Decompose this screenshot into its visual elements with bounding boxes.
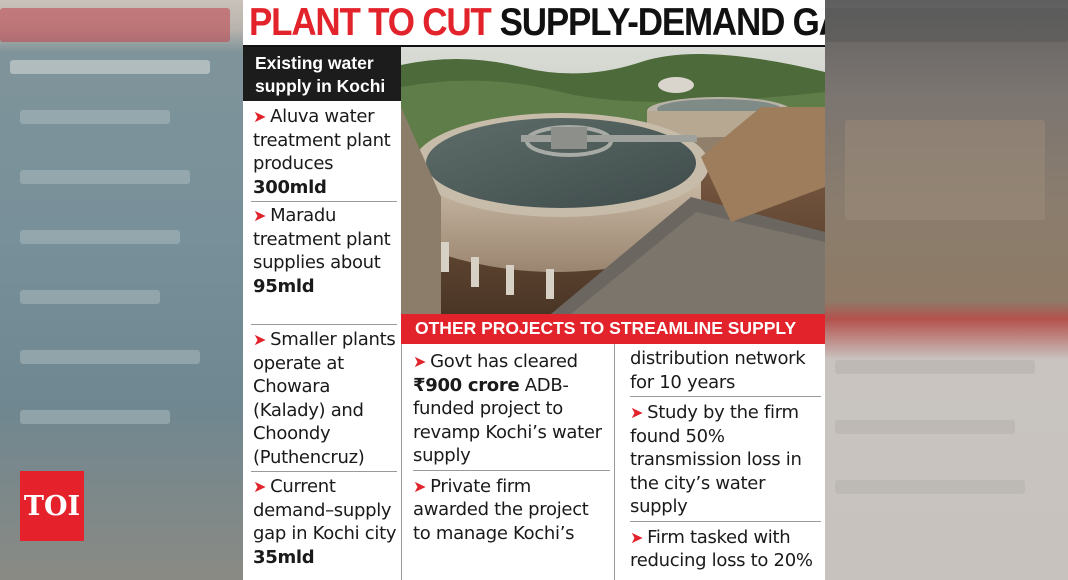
blurred-background-right	[825, 0, 1068, 580]
existing-supply-panel: Existing water supply in Kochi ➤ Aluva wa…	[243, 47, 401, 580]
treatment-plant-illustration	[401, 47, 825, 314]
headline: PLANT TO CUT SUPPLY-DEMAND GAP	[243, 0, 825, 46]
infographic: PLANT TO CUT SUPPLY-DEMAND GAP Existing …	[243, 0, 825, 580]
supply-bullet-gap: ➤ Current demand–supply gap in Kochi city…	[253, 476, 397, 568]
project-item-loss-target: ➤ Firm tasked with reducing loss to 20%	[630, 526, 813, 572]
arrow-icon: ➤	[630, 403, 644, 422]
project-item-continuation: distribution network for 10 years	[630, 348, 806, 393]
projects-column-2: distribution network for 10 years ➤ Study…	[616, 344, 825, 580]
divider	[630, 520, 821, 522]
divider	[251, 324, 397, 325]
headline-rule	[243, 45, 825, 47]
arrow-icon: ➤	[253, 477, 267, 496]
headline-part-black: SUPPLY-DEMAND GAP	[499, 1, 825, 44]
project-item-private-firm: ➤ Private firm awarded the project to man…	[413, 475, 589, 544]
supply-bullet-maradu: ➤ Maradu treatment plant supplies about 9…	[253, 205, 391, 297]
projects-column-1: ➤ Govt has cleared ₹900 crore ADB-funded …	[401, 344, 615, 580]
existing-supply-title: Existing water supply in Kochi	[243, 47, 401, 101]
treatment-plant-photo	[401, 47, 825, 314]
project-item-study: ➤ Study by the firm found 50% transmissio…	[630, 402, 802, 517]
supply-bullet-aluva: ➤ Aluva water treatment plant produces 30…	[253, 106, 391, 198]
column-rule	[401, 344, 402, 580]
divider	[251, 471, 397, 472]
arrow-icon: ➤	[253, 107, 267, 126]
arrow-icon: ➤	[413, 476, 427, 496]
arrow-icon: ➤	[413, 352, 427, 371]
headline-part-red: PLANT TO CUT	[249, 1, 492, 44]
toi-logo[interactable]: TOI	[20, 471, 84, 541]
arrow-icon: ➤	[630, 527, 644, 547]
other-projects-title: OTHER PROJECTS TO STREAMLINE SUPPLY	[401, 314, 825, 344]
divider	[413, 469, 610, 471]
divider	[251, 201, 397, 202]
divider	[630, 396, 821, 397]
project-item-adb: ➤ Govt has cleared ₹900 crore ADB-funded …	[413, 351, 602, 466]
arrow-icon: ➤	[253, 330, 267, 349]
arrow-icon: ➤	[253, 206, 267, 225]
supply-bullet-smaller-plants: ➤ Smaller plants operate at Chowara (Kala…	[253, 329, 396, 468]
